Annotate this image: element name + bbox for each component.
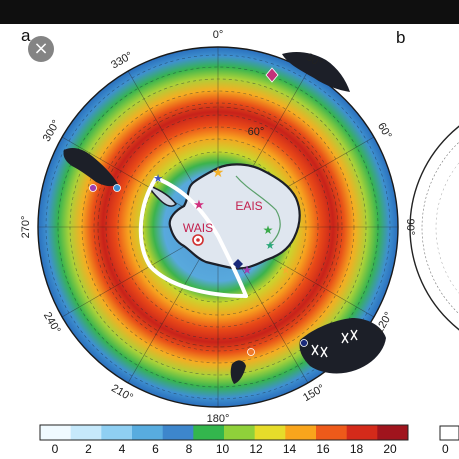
colorbar-segment xyxy=(40,425,71,440)
colorbar: 0 2 4 6 8 10 12 14 16 18 20 xyxy=(39,424,409,456)
top-bar xyxy=(0,0,459,24)
star-marker-icon: ★ xyxy=(265,240,275,252)
panel-b-colorbar: 0 xyxy=(439,425,459,456)
region-label-eais: EAIS xyxy=(235,199,262,213)
colorbar-tick-label: 16 xyxy=(316,442,330,456)
colorbar-tick-label: 12 xyxy=(249,442,263,456)
longitude-label: 330° xyxy=(109,50,135,72)
star-marker-icon: ★ xyxy=(212,164,225,180)
colorbar-tick-label: 6 xyxy=(152,442,159,456)
longitude-label: 210° xyxy=(109,382,135,404)
longitude-label: 300° xyxy=(41,118,63,144)
longitude-label: 60° xyxy=(375,121,394,141)
longitude-label: 270° xyxy=(20,216,32,239)
longitude-label: 90° xyxy=(404,219,416,236)
star-marker-icon: ★ xyxy=(281,263,292,277)
colorbar-segment xyxy=(224,425,255,440)
longitude-label: 240° xyxy=(41,310,63,336)
region-label-wais: WAIS xyxy=(183,221,213,235)
circle-marker-icon xyxy=(247,348,255,356)
star-marker-icon: ★ xyxy=(263,223,274,237)
panel-b-globe xyxy=(409,125,459,331)
circle-marker-icon xyxy=(300,339,308,347)
colorbar-segment xyxy=(132,425,163,440)
cross-marker-icon xyxy=(311,329,358,358)
star-marker-icon: ★ xyxy=(153,173,163,185)
colorbar-frame xyxy=(39,424,409,441)
colorbar-tick-label: 14 xyxy=(283,442,297,456)
longitude-label: 0° xyxy=(213,29,224,41)
colorbar-segment xyxy=(346,425,378,440)
colorbar-tick-label: 2 xyxy=(85,442,92,456)
longitude-label: 150° xyxy=(301,382,327,404)
circle-marker-icon xyxy=(89,184,97,192)
site-markers: ★ ★ ★ ★ ★ ★ ★ xyxy=(89,67,358,358)
australia-landmass xyxy=(299,318,386,374)
colorbar-segment xyxy=(285,425,317,440)
diamond-marker-icon xyxy=(233,259,243,269)
panel-label-a: a xyxy=(21,26,31,45)
colorbar-tick-label: 20 xyxy=(383,442,397,456)
longitude-label: 120° xyxy=(373,310,395,336)
new-zealand-landmass xyxy=(230,360,246,384)
colorbar-segment xyxy=(162,425,194,440)
star-marker-icon: ★ xyxy=(193,197,205,212)
latitude-label: 60° xyxy=(248,126,265,138)
star-marker-icon: ★ xyxy=(242,263,253,277)
longitude-label: 180° xyxy=(207,413,230,425)
colorbar-segment xyxy=(377,425,409,440)
colorbar-tick-label: 8 xyxy=(186,442,193,456)
transect-line xyxy=(138,176,248,298)
colorbar-segment xyxy=(254,425,286,440)
colorbar-tick-label: 10 xyxy=(216,442,230,456)
colorbar-segment xyxy=(101,425,133,440)
colorbar-segment xyxy=(316,425,347,440)
colorbar-segment xyxy=(70,425,102,440)
panel-label-b: b xyxy=(396,28,406,47)
diamond-marker-icon xyxy=(265,67,279,83)
colorbar-tick-label: 0 xyxy=(52,442,59,456)
panel-b-colorbar-tick: 0 xyxy=(442,442,449,456)
colorbar-tick-label: 18 xyxy=(350,442,364,456)
close-icon[interactable]: × xyxy=(28,36,54,62)
circle-marker-icon xyxy=(113,184,121,192)
south-america-landmass xyxy=(63,148,118,187)
colorbar-segment xyxy=(193,425,225,440)
colorbar-tick-label: 4 xyxy=(119,442,126,456)
africa-landmass xyxy=(282,52,350,92)
